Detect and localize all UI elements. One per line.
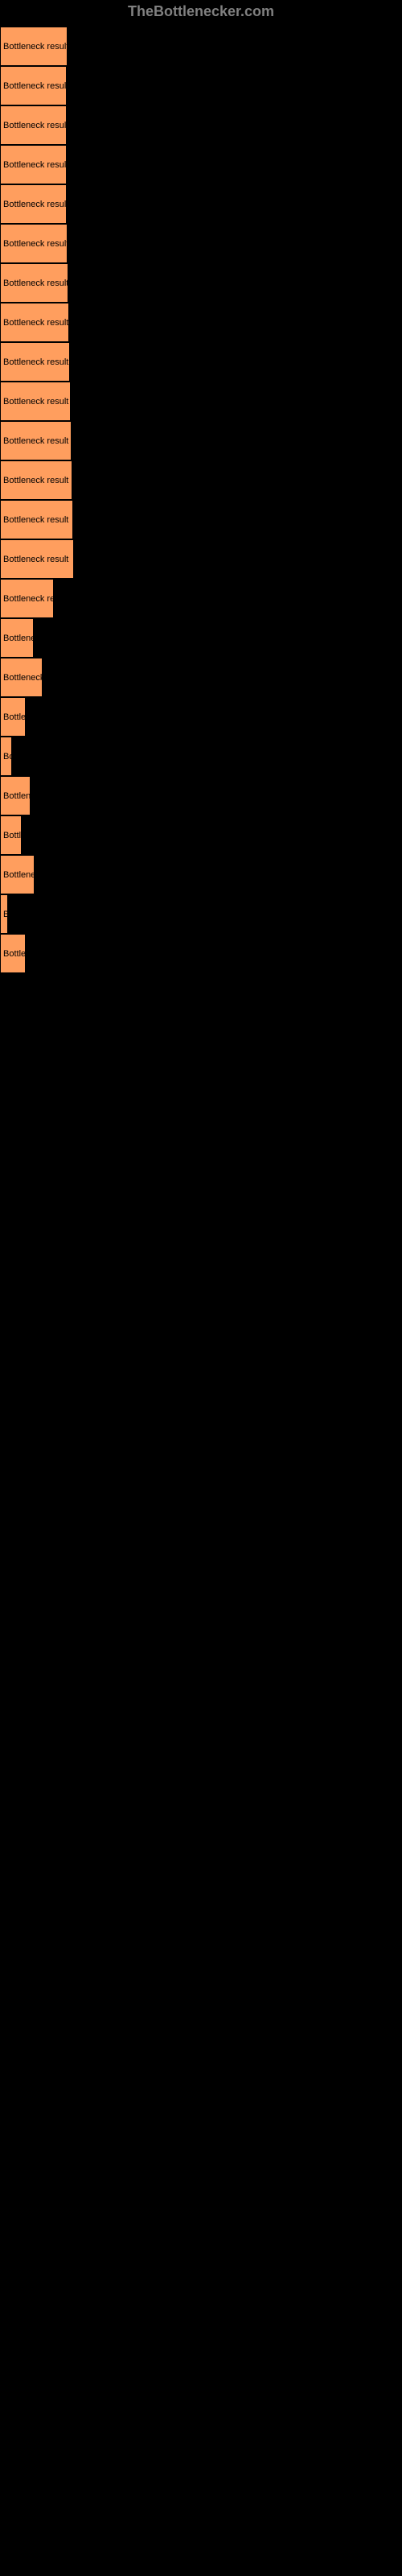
chart-bar: Bottlen xyxy=(0,776,31,815)
bar-label: Bottleneck result xyxy=(3,357,68,367)
bar-row: Bottle xyxy=(0,934,402,973)
bar-label: Bottleneck result xyxy=(3,515,68,525)
chart-bar: Bottleneck result xyxy=(0,500,73,539)
chart-bar: B xyxy=(0,894,8,934)
bar-row: Bottle xyxy=(0,697,402,737)
bar-label: Bottleneck result xyxy=(3,42,68,52)
page-header: TheBottlenecker.com xyxy=(0,0,402,27)
bar-row: Bottleneck result xyxy=(0,145,402,184)
bar-chart: Bottleneck result Bottleneck result Bottle… xyxy=(0,27,402,973)
bar-label: Bottleneck result xyxy=(3,279,68,288)
chart-bar: Bottleneck result xyxy=(0,539,74,579)
bar-row: Bottleneck result xyxy=(0,460,402,500)
bar-label: Bottl xyxy=(3,831,21,840)
bar-label: Bottle xyxy=(3,712,26,722)
bar-row: Bottlene xyxy=(0,618,402,658)
bar-label: Bottleneck result xyxy=(3,121,67,130)
bar-label: Bottle xyxy=(3,949,26,959)
chart-bar: Bottleneck result xyxy=(0,342,70,382)
bar-label: Bottleneck result xyxy=(3,436,68,446)
chart-bar: Bottl xyxy=(0,815,22,855)
chart-bar: Bo xyxy=(0,737,12,776)
bar-row: Bottleneck result xyxy=(0,421,402,460)
bar-label: B xyxy=(3,910,8,919)
bar-label: Bottleneck xyxy=(3,673,43,683)
bar-row: Bottleneck result xyxy=(0,105,402,145)
bar-row: Bottleneck result xyxy=(0,184,402,224)
chart-bar: Bottleneck result xyxy=(0,263,68,303)
bar-row: Bottleneck result xyxy=(0,303,402,342)
chart-bar: Bottleneck result xyxy=(0,460,72,500)
chart-bar: Bottle xyxy=(0,697,26,737)
bar-row: Bottlene xyxy=(0,855,402,894)
bar-label: Bottleneck result xyxy=(3,200,67,209)
bar-label: Bottleneck result xyxy=(3,160,67,170)
bar-label: Bottleneck result xyxy=(3,397,68,407)
bar-label: Bottleneck result xyxy=(3,81,67,91)
chart-bar: Bottleneck result xyxy=(0,105,67,145)
chart-bar: Bottleneck result xyxy=(0,303,69,342)
bar-label: Bottlen xyxy=(3,791,31,801)
bar-label: Bottleneck result xyxy=(3,555,68,564)
bar-row: Bottlen xyxy=(0,776,402,815)
site-title: TheBottlenecker.com xyxy=(128,3,274,19)
chart-bar: Bottleneck result xyxy=(0,382,71,421)
bar-row: Bottleneck result xyxy=(0,224,402,263)
bar-label: Bottlene xyxy=(3,634,34,643)
bar-row: Bottleneck result xyxy=(0,342,402,382)
chart-bar: Bottleneck result xyxy=(0,145,67,184)
bar-row: Bottleneck re xyxy=(0,579,402,618)
bar-label: Bottleneck result xyxy=(3,476,68,485)
bar-row: Bottleneck result xyxy=(0,66,402,105)
bar-row: Bottleneck result xyxy=(0,263,402,303)
bar-row: Bo xyxy=(0,737,402,776)
bar-row: Bottleneck result xyxy=(0,539,402,579)
chart-bar: Bottleneck result xyxy=(0,184,67,224)
bar-row: Bottleneck result xyxy=(0,27,402,66)
chart-bar: Bottleneck result xyxy=(0,224,68,263)
bar-row: Bottleneck result xyxy=(0,382,402,421)
chart-bar: Bottle xyxy=(0,934,26,973)
bar-row: Bottl xyxy=(0,815,402,855)
chart-bar: Bottleneck result xyxy=(0,27,68,66)
chart-bar: Bottleneck result xyxy=(0,66,67,105)
bar-label: Bottleneck re xyxy=(3,594,54,604)
bar-label: Bo xyxy=(3,752,12,762)
chart-bar: Bottleneck re xyxy=(0,579,54,618)
chart-bar: Bottlene xyxy=(0,618,34,658)
bar-row: B xyxy=(0,894,402,934)
bar-row: Bottleneck xyxy=(0,658,402,697)
bar-row: Bottleneck result xyxy=(0,500,402,539)
chart-bar: Bottlene xyxy=(0,855,35,894)
chart-bar: Bottleneck result xyxy=(0,421,72,460)
bar-label: Bottleneck result xyxy=(3,239,68,249)
chart-bar: Bottleneck xyxy=(0,658,43,697)
bar-label: Bottlene xyxy=(3,870,35,880)
bar-label: Bottleneck result xyxy=(3,318,68,328)
